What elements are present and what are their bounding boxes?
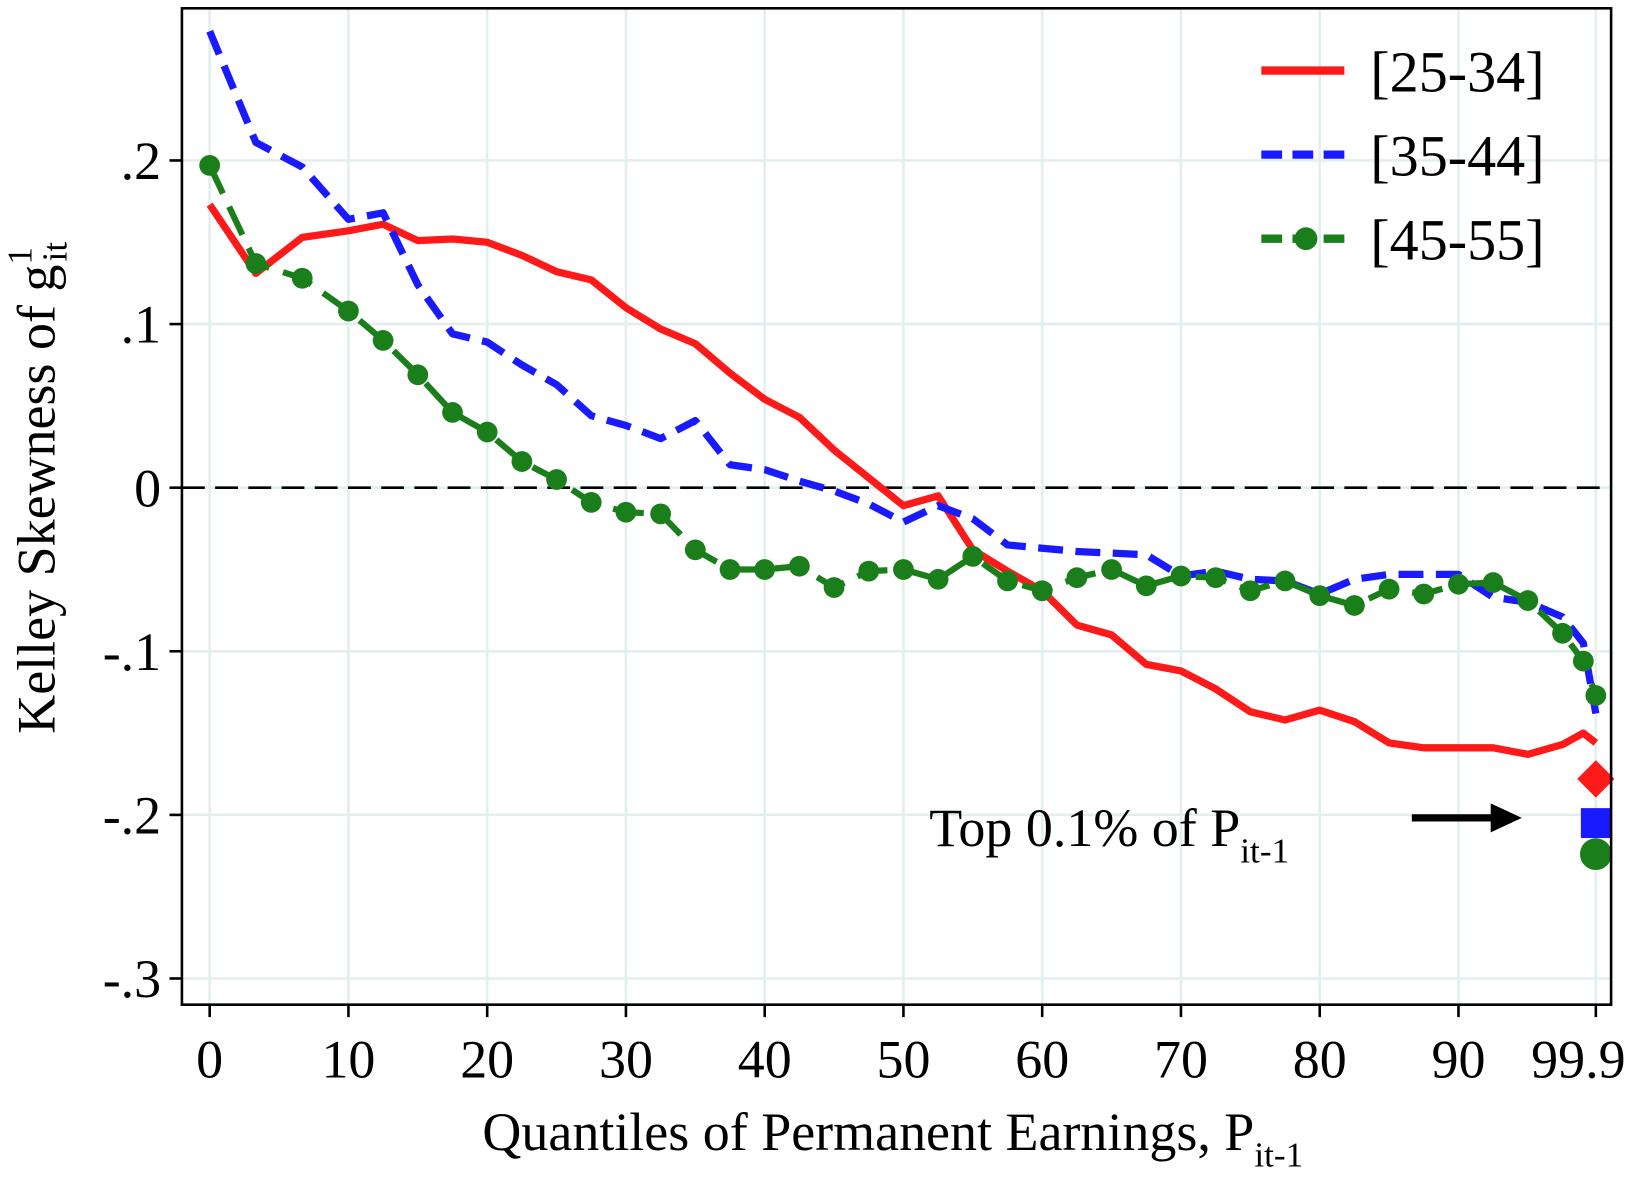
series-point <box>684 539 706 561</box>
x-tick-label: 80 <box>1293 1029 1347 1089</box>
series-point <box>1135 575 1157 597</box>
series-point <box>1482 572 1504 593</box>
series-point <box>476 421 498 443</box>
x-tick-label: 99.9 <box>1531 1029 1625 1089</box>
series-point <box>1585 685 1607 706</box>
series-line <box>206 29 1600 715</box>
series-point <box>1309 585 1331 607</box>
annotation-text: Top 0.1% of P <box>929 798 1240 858</box>
plot-area <box>181 29 1615 871</box>
series-point <box>338 300 359 322</box>
series-point <box>1552 622 1573 644</box>
series-point <box>442 402 463 423</box>
series-point <box>1274 570 1296 592</box>
legend-label: [35-44] <box>1370 123 1544 188</box>
series-point <box>546 469 567 490</box>
x-tick-label: 70 <box>1154 1029 1208 1089</box>
series-point <box>893 559 914 580</box>
series-point <box>650 503 672 525</box>
series-point <box>1378 578 1400 600</box>
series-point <box>927 568 949 590</box>
legend-label: [45-55] <box>1370 207 1544 272</box>
x-tick-label: 40 <box>738 1029 792 1089</box>
series-point <box>997 570 1018 592</box>
series-point <box>407 364 429 386</box>
series-point <box>962 546 984 567</box>
series-point <box>291 267 313 289</box>
annotation: Top 0.1% of Pit-1 <box>929 798 1289 871</box>
y-axis-label: Kelley Skewness of g1it <box>0 242 74 734</box>
series-point <box>1572 650 1594 672</box>
legend-marker <box>1294 227 1318 251</box>
series-point <box>511 451 533 472</box>
series-point <box>1101 559 1122 580</box>
series-line <box>206 164 1599 697</box>
y-label-text: Kelley Skewness of g <box>6 265 66 734</box>
x-tick-label: 50 <box>876 1029 930 1089</box>
series-point <box>789 555 810 577</box>
y-label-sub: it <box>36 242 75 262</box>
y-tick-label: .2 <box>121 131 161 191</box>
top-marker <box>1579 838 1612 871</box>
series-point <box>1239 580 1261 602</box>
series-point <box>245 253 267 274</box>
x-label-sub: it-1 <box>1254 1136 1303 1175</box>
series-line <box>206 202 1599 758</box>
legend-label: [25-34] <box>1370 39 1544 104</box>
x-axis-label: Quantiles of Permanent Earnings, Pit-1 <box>482 1102 1303 1175</box>
top-marker <box>1577 760 1615 798</box>
y-tick-label: -.1 <box>103 622 161 682</box>
annotation-arrowhead <box>1490 803 1522 833</box>
series-point <box>823 577 845 598</box>
x-tick-label: 90 <box>1431 1029 1485 1089</box>
series-point <box>1413 583 1435 605</box>
series-point <box>615 501 637 523</box>
x-label-text: Quantiles of Permanent Earnings, P <box>482 1102 1254 1162</box>
series-point <box>580 492 602 513</box>
series-point <box>1066 567 1088 589</box>
plot-frame <box>180 7 1613 1006</box>
series-point <box>1448 573 1469 595</box>
series-point <box>1031 580 1053 602</box>
x-tick-label: 60 <box>1015 1029 1069 1089</box>
series-point <box>754 559 776 580</box>
series-point <box>1344 595 1365 616</box>
series-point <box>1170 565 1192 587</box>
x-tick-label: 0 <box>196 1029 223 1089</box>
x-tick-label: 10 <box>321 1029 375 1089</box>
series-point <box>372 330 394 351</box>
y-tick-label: 0 <box>134 458 161 518</box>
y-tick-label: -.3 <box>103 949 161 1009</box>
series-point <box>858 560 880 582</box>
series-point <box>199 154 221 176</box>
y-label-sup: 1 <box>0 247 39 265</box>
y-tick-label: .1 <box>121 295 161 355</box>
annotation-sub: it-1 <box>1240 831 1289 870</box>
series-point <box>1517 590 1539 611</box>
x-tick-label: 30 <box>599 1029 653 1089</box>
y-tick-label: -.2 <box>103 786 161 846</box>
top-marker <box>1580 808 1611 839</box>
x-tick-label: 20 <box>460 1029 514 1089</box>
series-point <box>1205 567 1227 589</box>
series-point <box>719 559 741 580</box>
